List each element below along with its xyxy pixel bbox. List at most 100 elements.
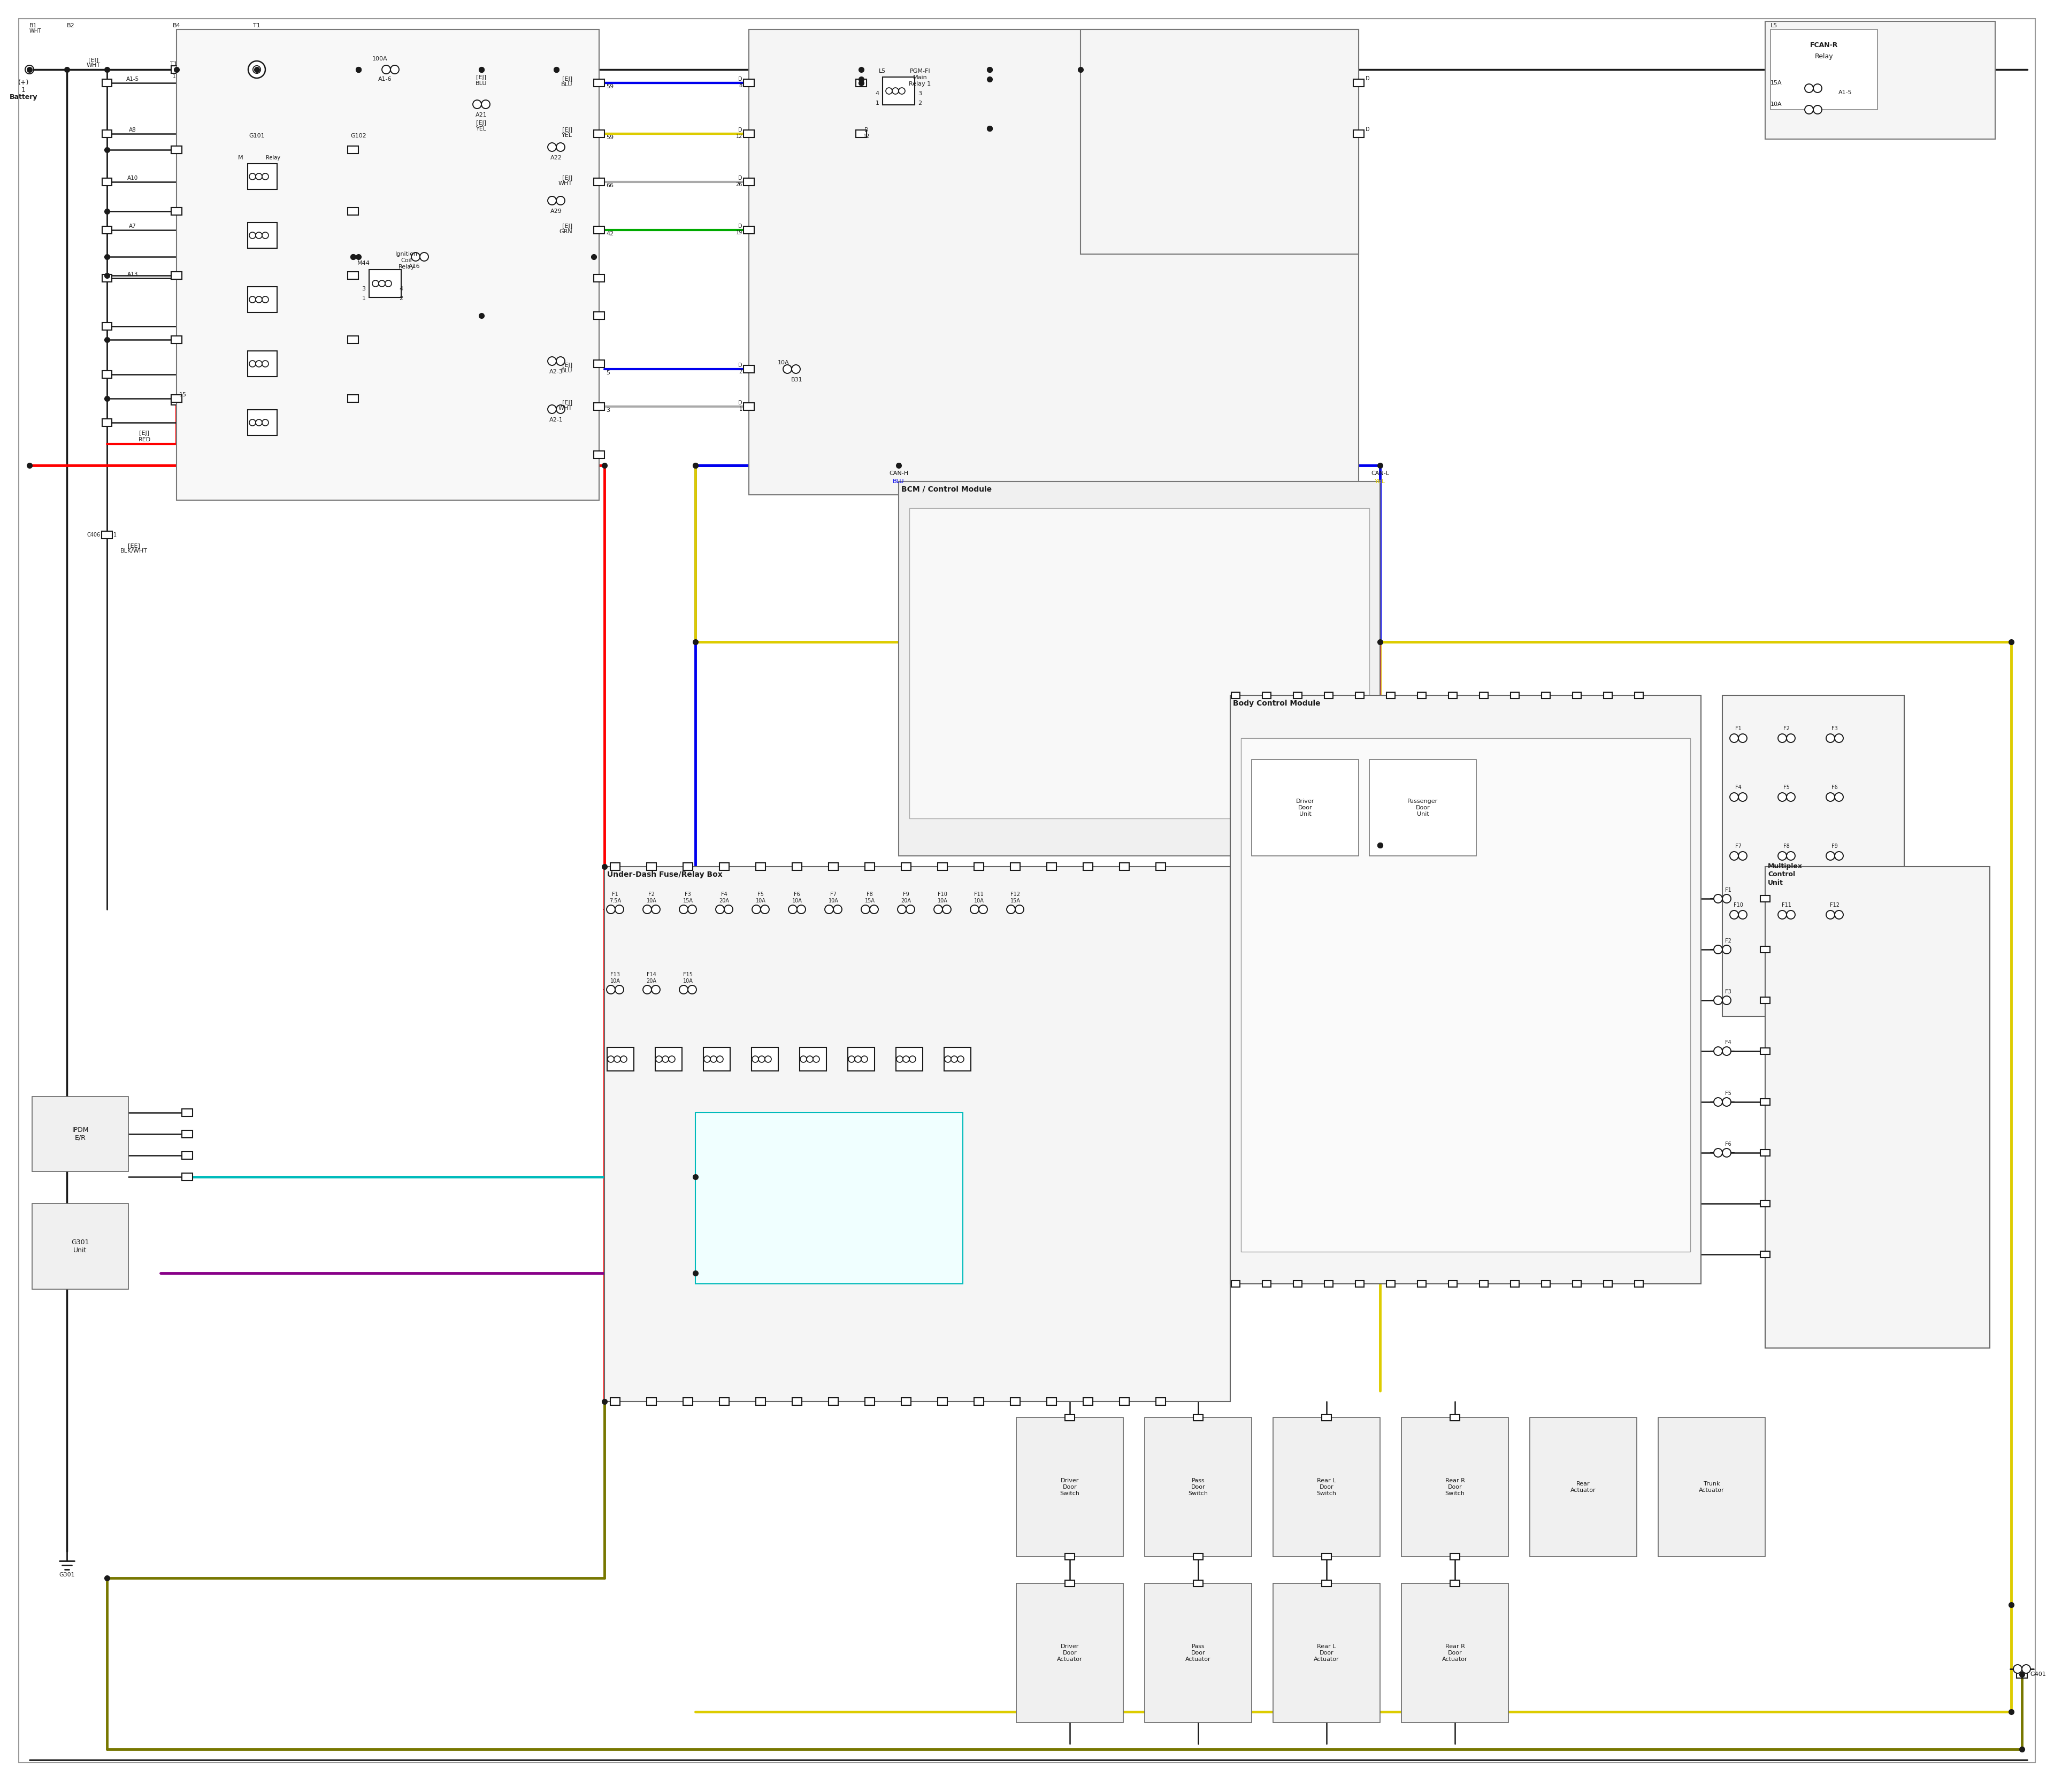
Circle shape <box>715 905 725 914</box>
Text: 4: 4 <box>398 287 403 292</box>
Circle shape <box>25 65 33 73</box>
Bar <box>744 226 754 233</box>
Text: F6: F6 <box>1725 1142 1732 1147</box>
Bar <box>744 177 754 186</box>
Text: Rear L
Door
Actuator: Rear L Door Actuator <box>1315 1643 1339 1661</box>
Circle shape <box>885 88 891 95</box>
Text: [EJ]: [EJ] <box>140 430 150 435</box>
Text: WHT: WHT <box>86 63 101 68</box>
Bar <box>744 403 754 410</box>
Bar <box>101 530 113 539</box>
Text: M: M <box>238 156 242 161</box>
Bar <box>170 398 183 405</box>
Circle shape <box>2013 1665 2021 1674</box>
Bar <box>1356 692 1364 699</box>
Bar <box>1144 1417 1251 1557</box>
Circle shape <box>1826 792 1834 801</box>
Bar <box>594 226 604 233</box>
Bar <box>1230 692 1241 699</box>
Bar <box>1370 760 1477 857</box>
Circle shape <box>826 905 834 914</box>
Bar <box>103 131 111 138</box>
Circle shape <box>606 986 614 995</box>
Bar <box>900 482 1380 857</box>
Bar <box>246 410 277 435</box>
Circle shape <box>1729 735 1738 742</box>
Circle shape <box>548 197 557 204</box>
Circle shape <box>557 197 565 204</box>
Text: 1: 1 <box>21 86 25 93</box>
Circle shape <box>1738 792 1748 801</box>
Bar <box>1760 1149 1771 1156</box>
Bar <box>1771 29 1877 109</box>
Bar <box>1417 692 1425 699</box>
Bar <box>744 366 754 373</box>
Bar <box>1450 1581 1460 1586</box>
Circle shape <box>1723 944 1732 953</box>
Bar <box>799 1047 826 1072</box>
Bar <box>744 131 754 138</box>
Circle shape <box>263 296 269 303</box>
Bar <box>170 145 183 154</box>
Circle shape <box>1006 905 1015 914</box>
Bar <box>1064 1581 1074 1586</box>
Text: F13
10A: F13 10A <box>610 971 620 984</box>
Circle shape <box>661 1055 670 1063</box>
Text: A29: A29 <box>550 208 563 213</box>
Bar <box>1450 1414 1460 1421</box>
Circle shape <box>372 280 378 287</box>
Bar <box>170 145 183 154</box>
Circle shape <box>249 61 265 79</box>
Text: 42: 42 <box>606 231 614 237</box>
Text: Under-Dash Fuse/Relay Box: Under-Dash Fuse/Relay Box <box>608 871 723 878</box>
Text: D: D <box>737 224 741 229</box>
Text: F6: F6 <box>1832 785 1838 790</box>
Circle shape <box>797 905 805 914</box>
Circle shape <box>1713 894 1723 903</box>
Circle shape <box>854 1055 861 1063</box>
Bar <box>828 1398 838 1405</box>
Text: Passenger
Door
Unit: Passenger Door Unit <box>1407 799 1438 817</box>
Bar <box>1017 1584 1124 1722</box>
Text: Relay: Relay <box>1816 52 1834 59</box>
Text: D: D <box>1366 127 1370 133</box>
Circle shape <box>386 280 392 287</box>
Bar <box>594 452 604 459</box>
Text: F8
15A: F8 15A <box>865 892 875 903</box>
Bar <box>1573 692 1582 699</box>
Bar <box>170 66 183 73</box>
Bar <box>1764 22 1994 140</box>
Text: F15
10A: F15 10A <box>682 971 692 984</box>
Circle shape <box>980 905 988 914</box>
Text: C406: C406 <box>86 532 101 538</box>
Circle shape <box>1729 792 1738 801</box>
Bar <box>1635 692 1643 699</box>
Text: A1-5: A1-5 <box>125 77 140 82</box>
Text: F3: F3 <box>1725 989 1732 995</box>
Circle shape <box>263 419 269 426</box>
Bar <box>647 862 657 871</box>
Bar <box>594 403 604 410</box>
Circle shape <box>688 905 696 914</box>
Text: [EJ]: [EJ] <box>563 77 573 82</box>
Text: [EJ]: [EJ] <box>563 127 573 133</box>
Circle shape <box>1723 1149 1732 1158</box>
Circle shape <box>752 905 760 914</box>
Text: Driver
Door
Actuator: Driver Door Actuator <box>1058 1643 1082 1661</box>
Text: 8: 8 <box>739 82 741 88</box>
Bar <box>1658 1417 1764 1557</box>
Circle shape <box>1787 735 1795 742</box>
Bar <box>1448 692 1456 699</box>
Text: [EJ]: [EJ] <box>563 400 573 405</box>
Circle shape <box>2021 1665 2031 1674</box>
Bar <box>1401 1584 1508 1722</box>
Text: A21: A21 <box>477 113 487 118</box>
Text: A7: A7 <box>129 224 136 229</box>
Circle shape <box>861 1055 867 1063</box>
Text: A2-3: A2-3 <box>548 369 563 375</box>
Circle shape <box>548 143 557 151</box>
Text: F5: F5 <box>1725 1091 1732 1097</box>
Text: YEL: YEL <box>477 125 487 131</box>
Circle shape <box>945 1055 951 1063</box>
Text: BLU: BLU <box>477 81 487 86</box>
